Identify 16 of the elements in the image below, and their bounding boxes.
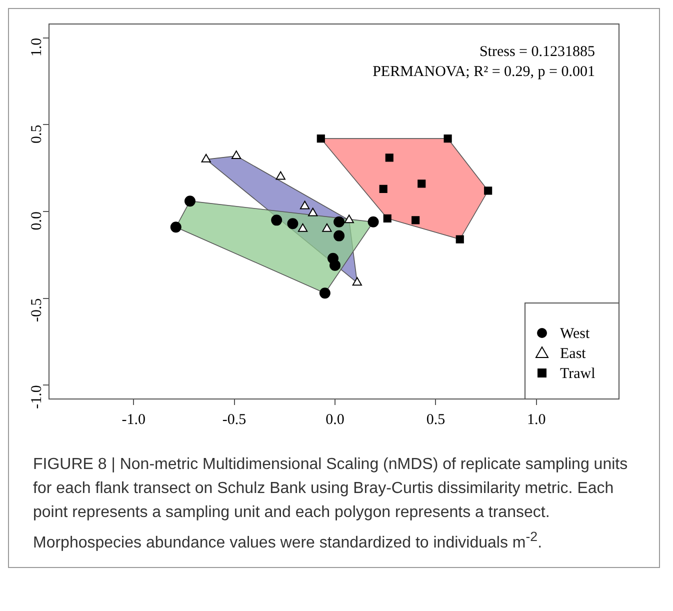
x-tick-label: 0.5 xyxy=(426,412,446,428)
x-tick-label: -0.5 xyxy=(222,412,246,428)
annotation: Stress = 0.1231885 xyxy=(479,44,595,60)
y-tick-label: 0.0 xyxy=(28,212,45,230)
x-tick-label: -1.0 xyxy=(122,412,146,428)
legend-label: East xyxy=(560,346,587,362)
x-tick-label: 1.0 xyxy=(527,412,546,428)
y-tick-label: -1.0 xyxy=(28,385,45,409)
annotation: PERMANOVA; R² = 0.29, p = 0.001 xyxy=(372,64,595,80)
legend-label: West xyxy=(560,326,590,342)
y-tick-label: 1.0 xyxy=(28,38,45,57)
y-tick-label: 0.5 xyxy=(28,124,45,144)
caption: FIGURE 8 | Non-metric Multidimensional Scaling (nMDS) of replicate sampling units for each flank transect on Schulz Bank using Bray-Curtis dissimilarity metric. Each point represents a sampling unit and each polygon represents a transect. Morphospecies abundance values were standardized to individuals m$^{-2}$. xyxy=(33,455,629,554)
y-tick-label: -0.5 xyxy=(28,298,45,322)
legend-label: Trawl xyxy=(560,366,596,382)
x-tick-label: 0.0 xyxy=(326,412,344,428)
